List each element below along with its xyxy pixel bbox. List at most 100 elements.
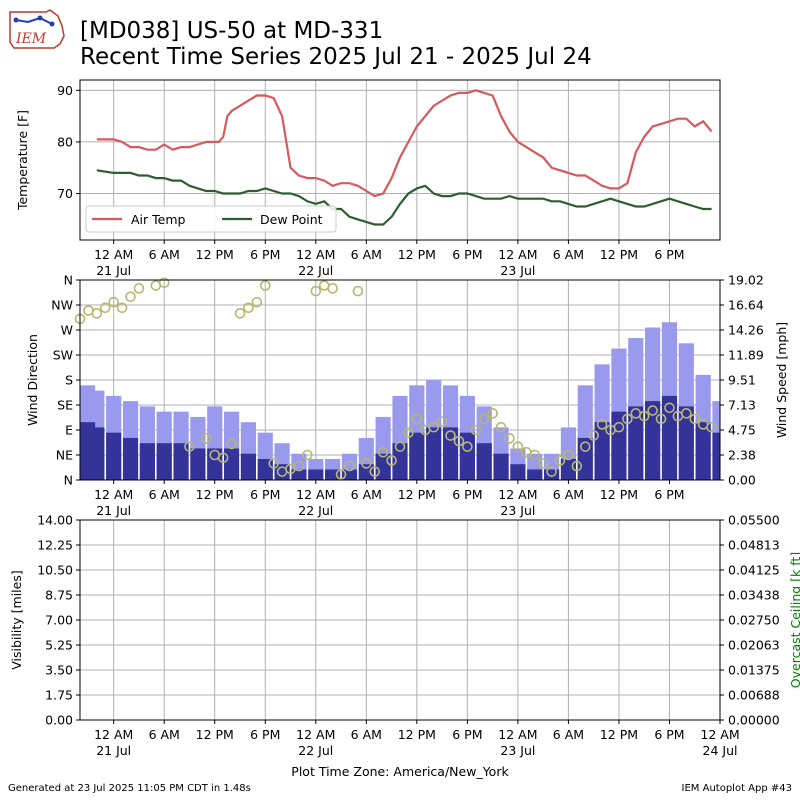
wind-direction-point [234,308,246,319]
wind-speed-bar [207,448,223,480]
chart-title-line1: [MD038] US-50 at MD-331 [80,18,384,44]
wind-direction-point [537,458,549,469]
temp-ytick-label: 70 [57,186,73,201]
vis-xtick-date-label: 22 Jul [298,743,333,758]
wind-xtick-label: 12 AM [296,487,335,502]
wind-dir-tick-label: NW [51,298,73,313]
timezone-label: Plot Time Zone: America/New_York [291,764,509,779]
temp-xtick-label: 12 PM [600,247,638,262]
temp-ytick-label: 80 [57,134,73,149]
wind-speed-bar [476,443,492,480]
wind-speed-bar [341,469,358,480]
vis-xtick-label: 12 AM [94,727,133,742]
wind-direction-point [310,285,322,297]
wind-direction-point [579,441,591,452]
wind-direction-point [487,408,498,419]
wind-dir-tick-label: SE [57,398,73,413]
wind-speed-bar [89,427,105,480]
wind-dir-tick-label: E [65,423,73,438]
wind-speed-bar [712,432,720,480]
ceiling-ytick-label: 0.00000 [728,713,780,728]
wind-xtick-date-label: 22 Jul [298,503,333,518]
wind-direction-point [571,460,583,472]
wind-speed-bar [358,464,374,480]
wind-speed-tick-label: 9.51 [728,373,756,388]
wind-direction-point [462,441,473,452]
temp-xtick-label: 12 AM [498,247,537,262]
wind-xtick-label: 12 PM [196,487,234,502]
wind-direction-point [647,405,658,416]
wind-direction-point [706,421,717,433]
wind-speed-bar [308,469,324,480]
vis-xtick-date-label: 24 Jul [703,743,738,758]
wind-direction-point [445,430,456,441]
ceiling-ytick-label: 0.00688 [728,688,780,703]
wind-speed-tick-label: 16.64 [728,298,764,313]
temp-xtick-label: 6 AM [351,247,382,262]
temp-xtick-date-label: 22 Jul [298,263,333,278]
wind-direction-point [504,433,515,444]
wind-dir-tick-label: N [64,273,73,288]
vis-xtick-label: 12 AM [498,727,537,742]
wind-direction-ylabel: Wind Direction [25,334,40,426]
wind-xtick-label: 6 PM [452,487,482,502]
wind-direction-point [268,458,279,469]
wind-xtick-label: 6 AM [149,487,180,502]
temp-xtick-label: 12 PM [398,247,436,262]
wind-speed-bar [577,437,593,480]
wind-speed-tick-label: 7.13 [728,398,756,413]
vis-ytick-label: 10.50 [37,563,73,578]
wind-direction-point [352,285,364,297]
wind-speed-bar [661,395,678,480]
wind-speed-bar [190,448,206,480]
wind-direction-point [529,449,541,461]
wind-dir-tick-label: S [65,373,73,388]
svg-text:IEM: IEM [15,31,47,47]
chart-title-line2: Recent Time Series 2025 Jul 21 - 2025 Ju… [80,44,592,70]
vis-ytick-label: 7.00 [45,613,73,628]
wind-direction-point [428,421,439,433]
vis-ytick-label: 3.50 [45,663,73,678]
temp-xtick-date-label: 21 Jul [96,263,131,278]
wind-direction-point [377,446,389,458]
vis-xtick-label: 6 AM [351,727,382,742]
wind-speed-tick-label: 11.89 [728,348,764,363]
temp-xtick-label: 6 PM [654,247,684,262]
ceiling-ylabel: Overcast Ceiling [k ft] [788,552,800,688]
dew-point-line [96,169,712,226]
ceiling-ytick-label: 0.01375 [728,663,780,678]
wind-speed-bar [695,422,711,480]
wind-speed-bar [459,432,475,480]
wind-speed-bar [527,469,543,480]
vis-xtick-date-label: 23 Jul [500,743,535,758]
vis-xtick-label: 12 PM [196,727,234,742]
wind-speed-bar [224,448,240,480]
legend-air-temp-label: Air Temp [131,212,186,227]
wind-speed-bar [325,469,341,480]
wind-direction-point [133,283,145,294]
vis-xtick-label: 6 AM [553,727,584,742]
wind-dir-tick-label: W [61,323,73,338]
wind-direction-point [681,408,692,419]
ceiling-ytick-label: 0.04125 [728,563,780,578]
wind-speed-bar [594,422,610,480]
vis-xtick-label: 6 AM [149,727,180,742]
temp-ytick-label: 90 [57,83,73,98]
wind-direction-point [226,438,237,450]
wind-direction-point [108,296,119,308]
vis-ytick-label: 1.75 [45,688,73,703]
vis-xtick-label: 6 PM [654,727,684,742]
wind-direction-point [251,296,263,308]
ceiling-ytick-label: 0.04813 [728,538,780,553]
wind-xtick-label: 12 PM [600,487,638,502]
ceiling-ytick-label: 0.03438 [728,588,780,603]
wind-direction-point [217,452,229,464]
wind-direction-point [116,302,128,314]
wind-speed-bar [510,464,526,480]
wind-direction-point [411,413,423,425]
app-footer: IEM Autoplot App #43 [681,783,792,794]
temp-xtick-date-label: 23 Jul [500,263,535,278]
wind-direction-point [394,441,406,452]
wind-direction-point [158,277,170,289]
wind-direction-point [335,469,347,480]
